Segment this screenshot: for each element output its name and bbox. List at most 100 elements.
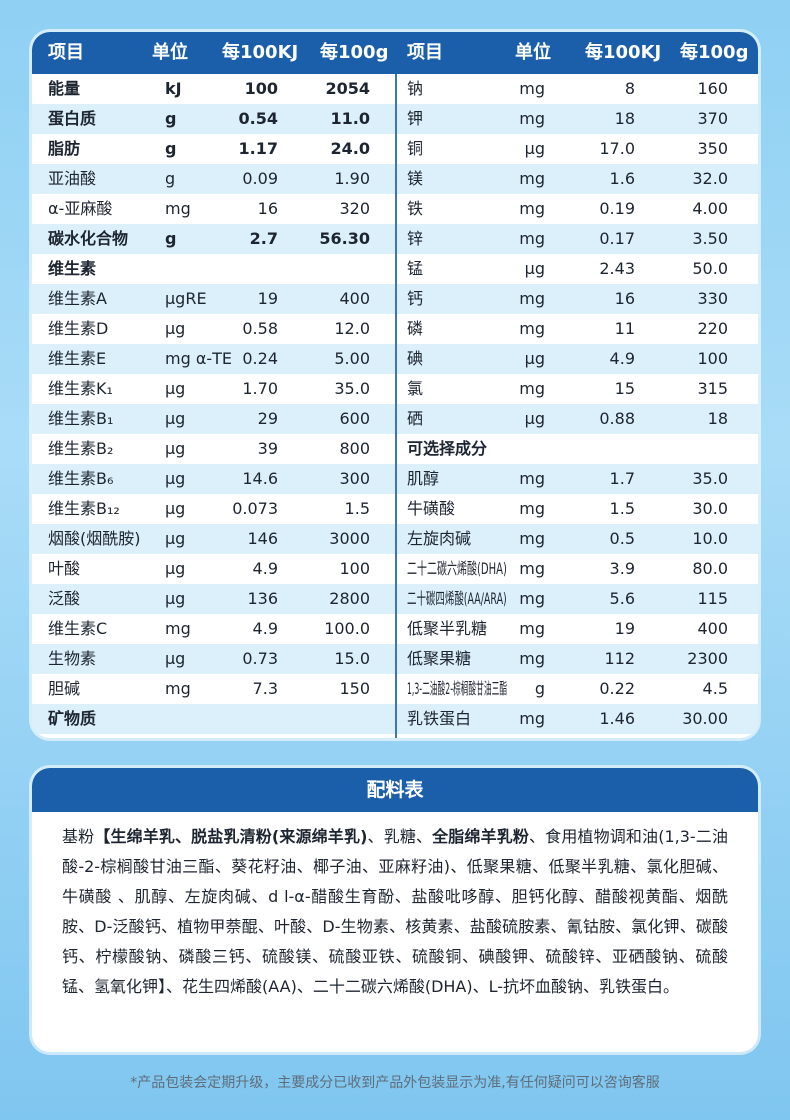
per-100kj: 0.73 — [242, 649, 278, 668]
per-100g: 24.0 — [330, 139, 370, 158]
unit: kJ — [165, 79, 182, 98]
per-100kj: 0.19 — [599, 199, 635, 218]
per-100kj: 0.58 — [242, 319, 278, 338]
item-name: 硒 — [407, 409, 424, 428]
per-100kj: 5.6 — [609, 589, 635, 608]
per-100kj: 0.09 — [242, 169, 278, 188]
per-100g: 800 — [339, 439, 370, 458]
table-row: 维生素 — [32, 254, 395, 284]
unit: mg — [519, 469, 545, 488]
per-100kj: 0.22 — [599, 679, 635, 698]
item-name: 碳水化合物 — [48, 229, 129, 248]
table-row: 低聚果糖 mg 112 2300 — [397, 644, 758, 674]
per-100kj: 16 — [257, 199, 278, 218]
per-100kj: 112 — [604, 649, 635, 668]
item-name: 维生素B₂ — [48, 439, 114, 458]
table-row: 亚油酸 g 0.09 1.90 — [32, 164, 395, 194]
per-100g: 18 — [707, 409, 728, 428]
unit: μg — [165, 469, 186, 488]
item-name: 肌醇 — [407, 469, 440, 488]
unit: mg — [519, 109, 545, 128]
item-name: 左旋肉碱 — [407, 529, 472, 548]
unit: mg — [519, 499, 545, 518]
per-100g: 100 — [339, 559, 370, 578]
unit: mg — [519, 619, 545, 638]
item-name: 亚油酸 — [48, 169, 97, 188]
unit: μg — [165, 499, 186, 518]
item-name: 胆碱 — [48, 679, 81, 698]
per-100g: 50.0 — [692, 259, 728, 278]
item-name: 二十碳四烯酸(AA/ARA) — [407, 589, 507, 608]
unit: μg — [165, 589, 186, 608]
unit: mg α-TE — [165, 349, 233, 368]
unit: μg — [165, 319, 186, 338]
table-row: 二十二碳六烯酸(DHA) mg 3.9 80.0 — [397, 554, 758, 584]
per-100g: 115 — [697, 589, 728, 608]
table-row: 左旋肉碱 mg 0.5 10.0 — [397, 524, 758, 554]
ingredients-title: 配料表 — [32, 768, 758, 812]
per-100kj: 0.88 — [599, 409, 635, 428]
ingredient-segment: 、乳糖、 — [367, 827, 433, 846]
per-100kj: 19 — [257, 289, 278, 308]
header-cell: 每100KJ — [222, 42, 299, 63]
item-name: 钠 — [407, 79, 424, 98]
per-100g: 80.0 — [692, 559, 728, 578]
per-100g: 2054 — [325, 79, 370, 98]
unit: μg — [165, 649, 186, 668]
per-100kj: 3.9 — [609, 559, 635, 578]
unit: g — [165, 109, 177, 128]
unit: mg — [519, 289, 545, 308]
item-name: 乳铁蛋白 — [407, 709, 472, 728]
item-name: 脂肪 — [48, 139, 81, 158]
item-name: 钙 — [407, 289, 424, 308]
per-100g: 320 — [339, 199, 370, 218]
table-row: 维生素B₆ μg 14.6 300 — [32, 464, 395, 494]
per-100kj: 4.9 — [252, 559, 278, 578]
item-name: 氯 — [407, 379, 424, 398]
unit: μg — [165, 559, 186, 578]
per-100g: 30.00 — [682, 709, 728, 728]
item-name: 锌 — [407, 229, 424, 248]
per-100g: 56.30 — [319, 229, 370, 248]
unit: g — [534, 679, 545, 698]
per-100g: 4.00 — [692, 199, 728, 218]
per-100kj: 1.6 — [609, 169, 635, 188]
per-100g: 15.0 — [334, 649, 370, 668]
unit: mg — [519, 169, 545, 188]
per-100kj: 4.9 — [252, 619, 278, 638]
header-cell: 每100g — [680, 42, 749, 63]
table-row: 低聚半乳糖 mg 19 400 — [397, 614, 758, 644]
per-100kj: 1.5 — [609, 499, 635, 518]
per-100g: 350 — [697, 139, 728, 158]
per-100kj: 100 — [244, 79, 278, 98]
per-100g: 100.0 — [324, 619, 370, 638]
per-100g: 3000 — [329, 529, 370, 548]
per-100g: 4.5 — [702, 679, 728, 698]
table-row: 二十碳四烯酸(AA/ARA) mg 5.6 115 — [397, 584, 758, 614]
table-row: 硒 μg 0.88 18 — [397, 404, 758, 434]
header-cell: 每100g — [320, 42, 389, 63]
item-name: 泛酸 — [48, 589, 81, 608]
per-100g: 3.50 — [692, 229, 728, 248]
item-name: 能量 — [48, 79, 81, 98]
table-row: 维生素K₁ μg 1.70 35.0 — [32, 374, 395, 404]
per-100kj: 15 — [614, 379, 635, 398]
item-name: 铜 — [407, 139, 424, 158]
per-100g: 600 — [339, 409, 370, 428]
per-100kj: 146 — [247, 529, 278, 548]
table-row: 磷 mg 11 220 — [397, 314, 758, 344]
table-row: 氯 mg 15 315 — [397, 374, 758, 404]
per-100g: 10.0 — [692, 529, 728, 548]
table-row: 脂肪 g 1.17 24.0 — [32, 134, 395, 164]
per-100g: 11.0 — [330, 109, 370, 128]
per-100kj: 0.17 — [599, 229, 635, 248]
per-100g: 30.0 — [692, 499, 728, 518]
item-name: 二十二碳六烯酸(DHA) — [407, 559, 507, 578]
per-100kj: 39 — [257, 439, 278, 458]
unit: mg — [519, 709, 545, 728]
table-row: 钠 mg 8 160 — [397, 74, 758, 104]
per-100g: 1.5 — [344, 499, 370, 518]
unit: mg — [519, 379, 545, 398]
table-row: 胆碱 mg 7.3 150 — [32, 674, 395, 704]
table-row: 生物素 μg 0.73 15.0 — [32, 644, 395, 674]
